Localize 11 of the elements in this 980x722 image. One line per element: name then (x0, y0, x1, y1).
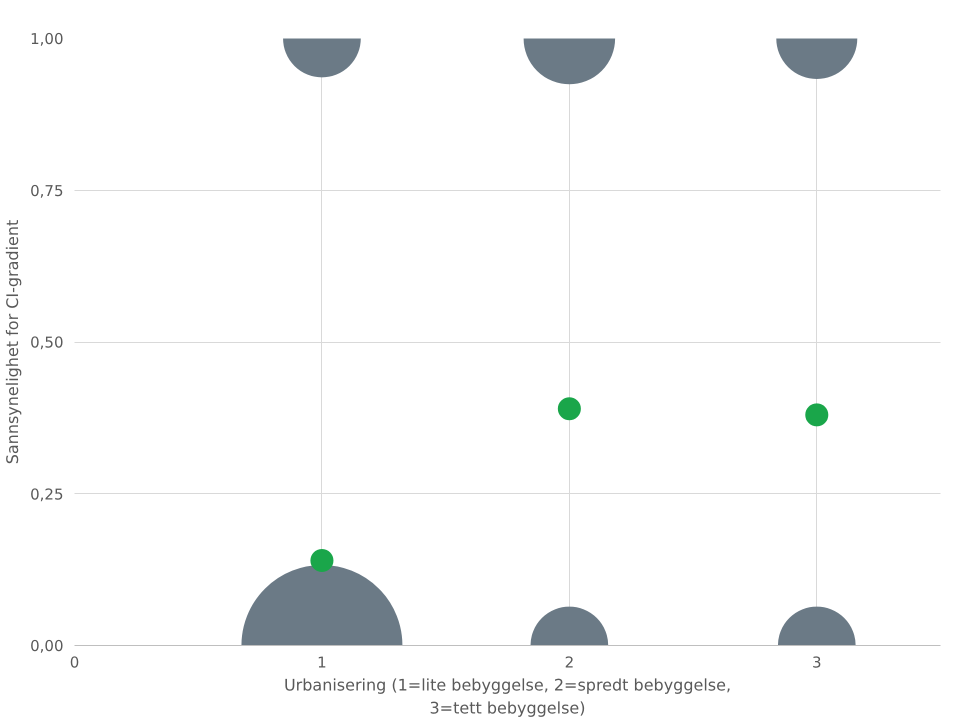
y-tick-label: 0,50 (30, 334, 64, 352)
x-tick-label: 2 (564, 654, 574, 672)
x-tick-label: 3 (812, 654, 822, 672)
y-tick-label: 0,75 (30, 182, 64, 200)
y-tick-label: 0,25 (30, 485, 64, 504)
y-tick-label: 1,00 (30, 30, 64, 48)
x-tick-label: 1 (317, 654, 327, 672)
y-tick-label: 0,00 (30, 637, 64, 655)
y-axis-title: Sannsynelighet for CI-gradient (3, 220, 22, 464)
x-axis-title: Urbanisering (1=lite bebyggelse, 2=spredt bebyggelse, 3=tett bebyggelse) (284, 676, 732, 718)
x-tick-label: 0 (70, 654, 80, 672)
